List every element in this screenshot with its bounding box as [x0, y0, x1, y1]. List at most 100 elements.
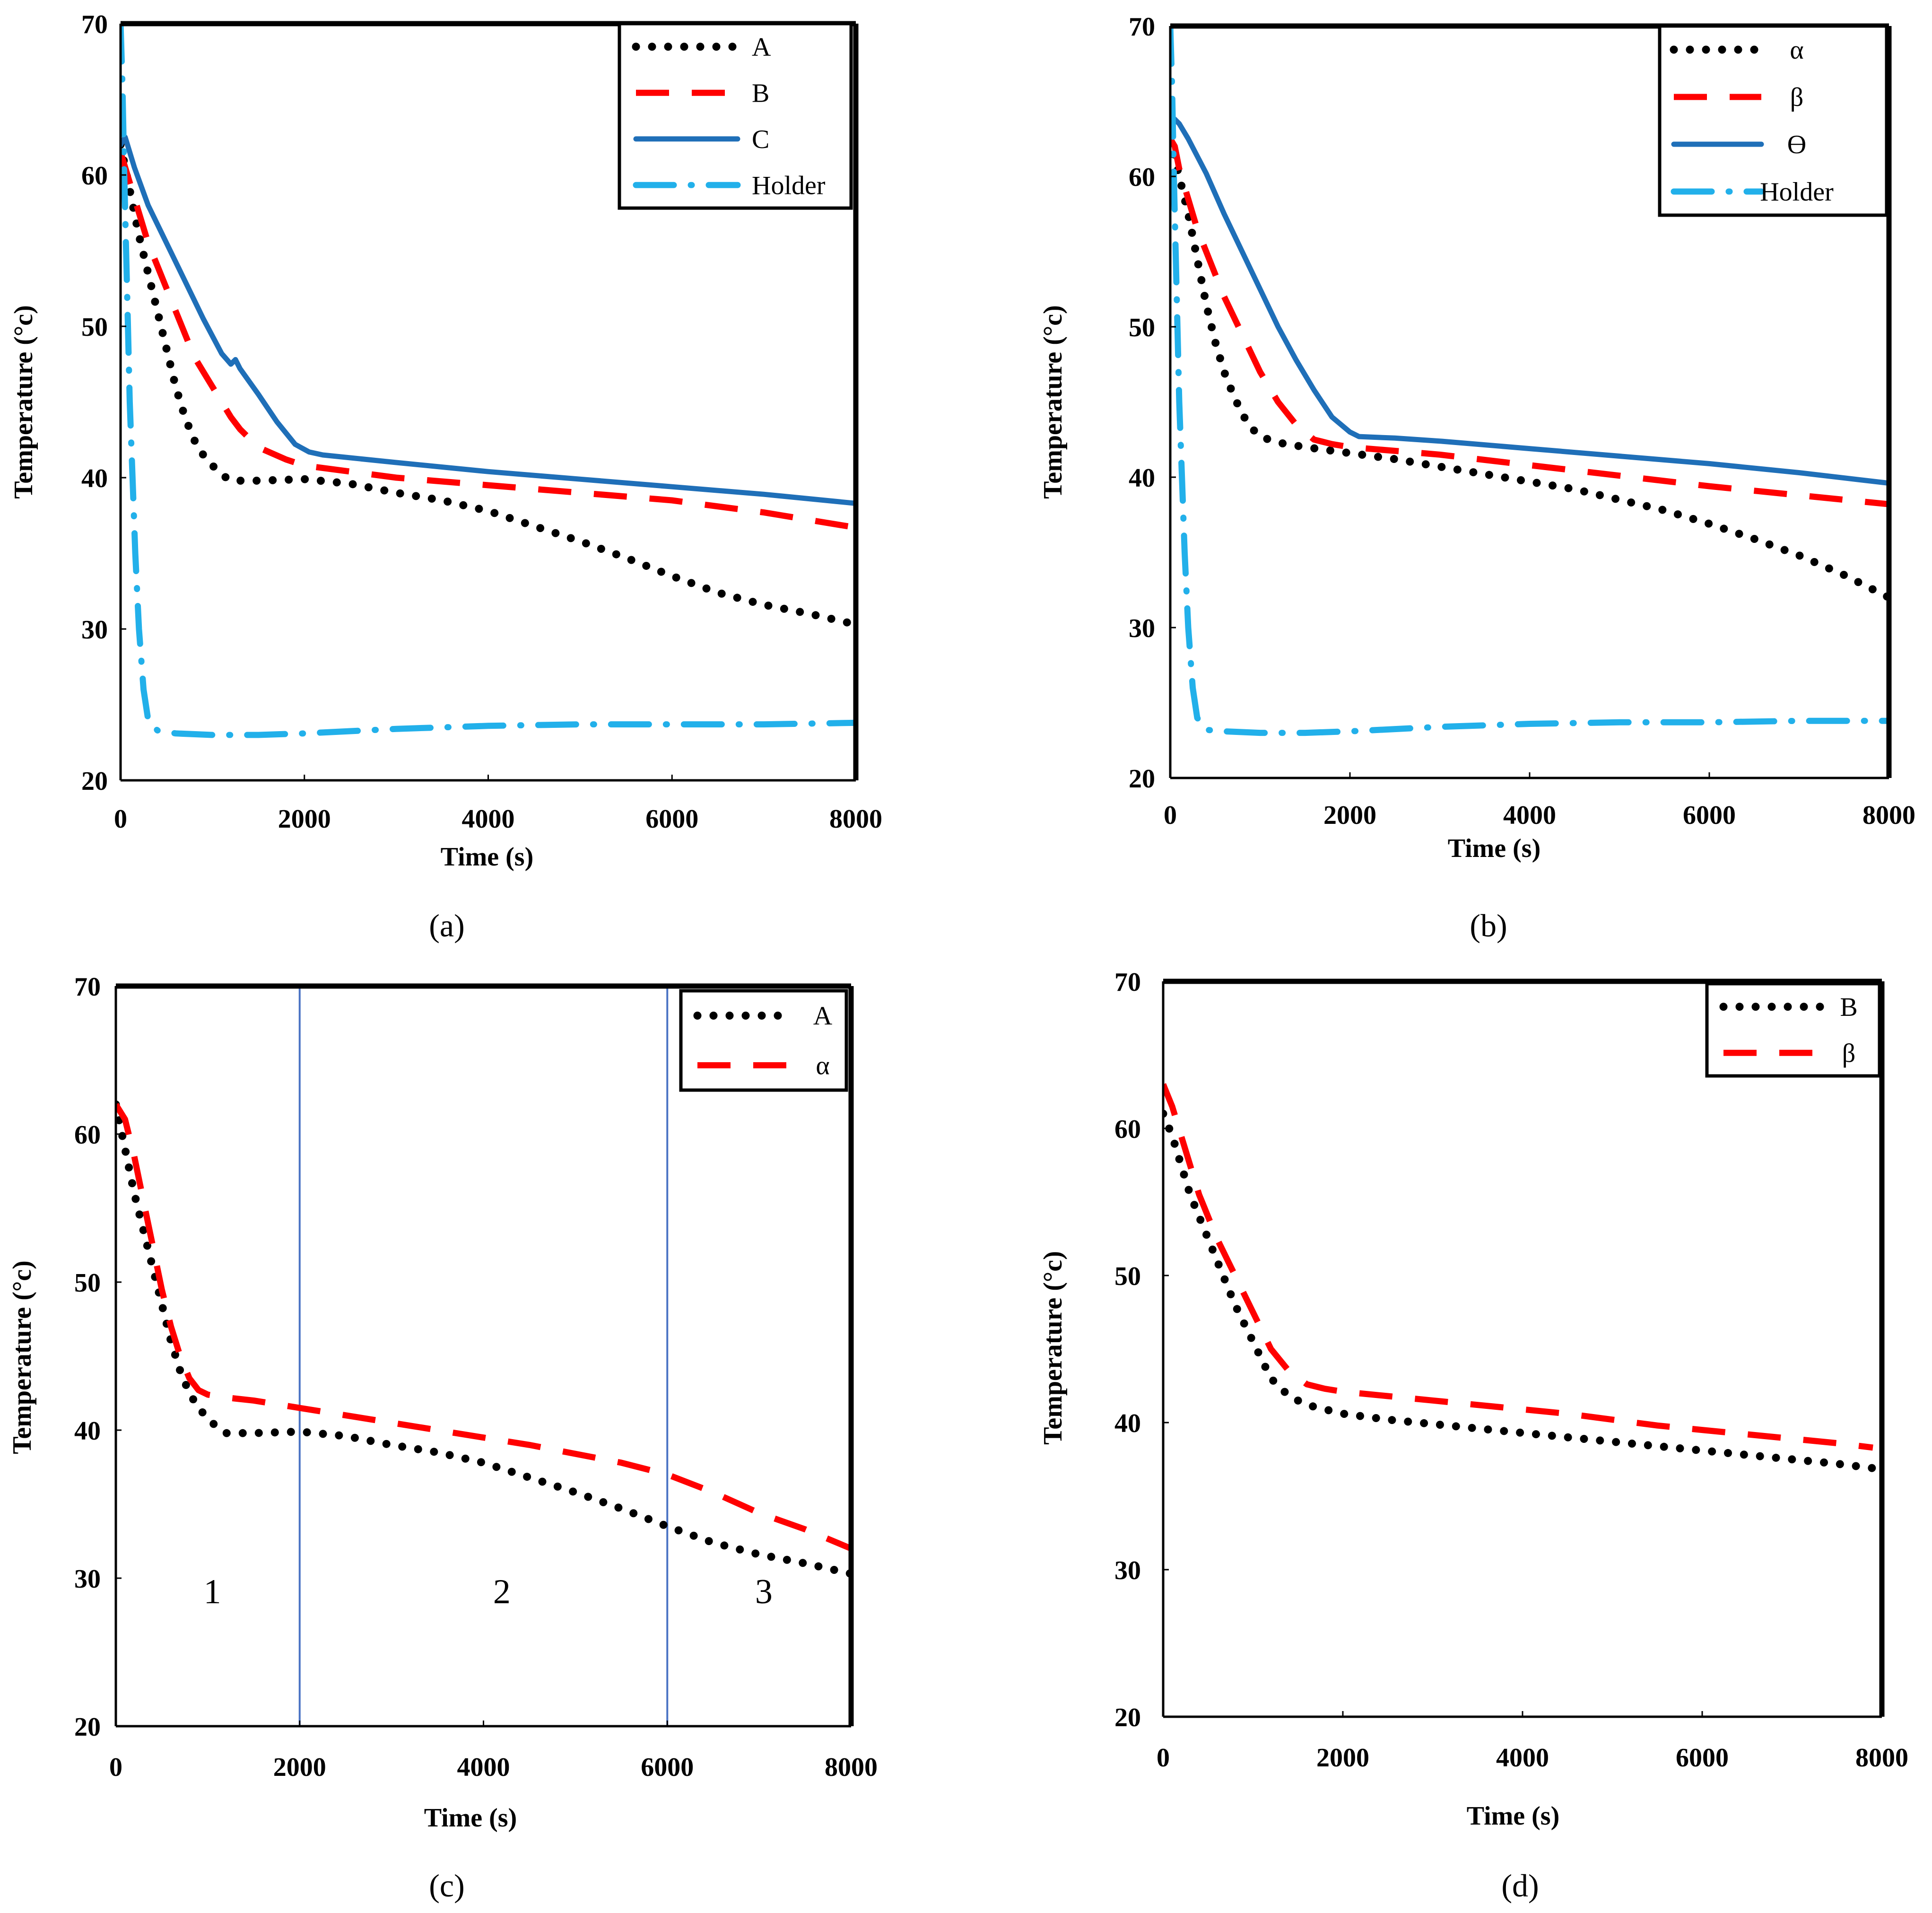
x-tick-label: 4000	[1496, 1743, 1549, 1773]
panel-label: (d)	[1501, 1868, 1539, 1904]
y-tick-label: 20	[74, 1712, 101, 1742]
legend-label: C	[752, 125, 769, 154]
y-tick-label: 30	[1129, 614, 1155, 643]
legend: Bβ	[1705, 982, 1881, 1078]
plot-area	[1163, 981, 1882, 1717]
x-tick-label: 2000	[278, 804, 331, 834]
y-tick-label: 30	[81, 615, 108, 645]
legend-item: α	[697, 1051, 830, 1081]
legend: ABC Holder	[618, 22, 853, 210]
y-axis-title: Temperature (°c)	[1038, 1251, 1068, 1445]
y-tick-label: 40	[81, 464, 108, 493]
series-line-B	[121, 151, 856, 531]
zone-label: 1	[204, 1572, 221, 1611]
x-tick-label: 0	[1164, 801, 1177, 830]
legend-label: A	[752, 33, 771, 62]
y-tick-label: 20	[1114, 1703, 1141, 1732]
x-tick-label: 6000	[641, 1753, 694, 1782]
x-tick-label: 6000	[645, 804, 698, 834]
legend-label: Holder	[1760, 177, 1834, 207]
legend-item: Holder	[1671, 177, 1834, 207]
series-line-A	[116, 1100, 851, 1578]
x-tick-label: 2000	[273, 1753, 326, 1782]
chart-b: 20 30 40 50 60 70 0 2000 4000 6000 8000 Time (s) Tem…	[1038, 12, 1915, 943]
legend-item: B	[636, 79, 769, 108]
legend-label: Holder	[752, 171, 826, 200]
y-tick-label: 50	[74, 1268, 101, 1298]
y-tick-label: 30	[1114, 1556, 1141, 1585]
legend-item: B	[1719, 993, 1858, 1022]
x-tick-label: 4000	[462, 804, 515, 834]
legend-label: B	[1840, 993, 1857, 1022]
x-tick-label: 2000	[1316, 1743, 1369, 1773]
x-tick-label: 6000	[1683, 801, 1736, 830]
x-tick-label: 8000	[1855, 1743, 1908, 1773]
y-tick-label: 60	[1114, 1115, 1141, 1144]
legend-item: β	[1674, 83, 1803, 112]
y-tick-label: 60	[81, 161, 108, 191]
x-tick-label: 0	[114, 804, 127, 834]
legend-label: A	[813, 1002, 833, 1031]
x-axis-title: Time (s)	[441, 842, 534, 872]
legend-item: ϴ	[1671, 130, 1806, 159]
y-tick-label: 40	[1114, 1409, 1141, 1438]
panel-label: (b)	[1470, 908, 1507, 943]
series-line-α	[1170, 135, 1889, 602]
series-line-A	[121, 140, 856, 629]
series-group	[116, 1100, 851, 1578]
y-tick-label: 40	[1129, 463, 1155, 493]
y-tick-label: 70	[74, 972, 101, 1002]
y-tick-label: 50	[1114, 1262, 1141, 1291]
x-tick-label: 0	[109, 1753, 122, 1782]
chart-d: 20 30 40 50 60 70 0 2000 4000 6000 8000 Time (s) Tem…	[1038, 968, 1908, 1904]
legend-box	[1705, 982, 1881, 1078]
panel-label: (c)	[429, 1868, 464, 1904]
legend-item: A	[693, 1002, 833, 1031]
x-tick-label: 8000	[829, 804, 882, 834]
panel-label: (a)	[429, 908, 464, 943]
zone-label: 3	[755, 1572, 773, 1611]
legend-item: β	[1723, 1039, 1855, 1068]
series-line-C	[121, 134, 856, 506]
legend-box	[618, 22, 853, 210]
series-line-β	[1170, 137, 1889, 507]
y-tick-label: 20	[1129, 764, 1155, 794]
x-tick-label: 8000	[1862, 801, 1915, 830]
legend-box	[1658, 24, 1888, 217]
legend-label: β	[1842, 1039, 1856, 1068]
legend-label: α	[816, 1051, 829, 1081]
y-tick-label: 60	[74, 1120, 101, 1150]
x-axis-title: Time (s)	[1467, 1801, 1560, 1831]
legend-label: ϴ	[1787, 130, 1806, 159]
series-line-β	[1163, 1083, 1873, 1451]
x-tick-label: 4000	[457, 1753, 510, 1782]
y-tick-label: 20	[81, 767, 108, 796]
y-tick-label: 60	[1129, 163, 1155, 192]
chart-c: 20 30 40 50 60 70 0 2000 4000 6000 8000 Time (s) Tem…	[8, 972, 878, 1904]
zone-label: 2	[493, 1572, 511, 1611]
legend-item: A	[632, 33, 771, 62]
x-tick-label: 6000	[1676, 1743, 1729, 1773]
x-axis-title: Time (s)	[424, 1803, 517, 1833]
y-tick-label: 70	[1114, 968, 1141, 997]
legend: αβϴ Holder	[1658, 24, 1888, 217]
y-tick-label: 70	[81, 10, 108, 39]
legend-label: β	[1790, 83, 1804, 112]
x-tick-label: 4000	[1503, 801, 1556, 830]
series-group	[121, 24, 856, 738]
y-axis-title: Temperature (°c)	[9, 305, 38, 499]
series-group	[1170, 26, 1889, 736]
y-tick-label: 70	[1129, 12, 1155, 42]
y-axis-title: Temperature (°c)	[8, 1260, 37, 1454]
y-axis-title: Temperature (°c)	[1038, 305, 1068, 499]
legend-item: Holder	[633, 171, 826, 200]
x-tick-label: 2000	[1323, 801, 1376, 830]
series-line-ϴ	[1170, 116, 1889, 486]
series-line-Holder	[1170, 26, 1889, 736]
legend-item: α	[1670, 35, 1804, 65]
series-group	[1163, 1083, 1877, 1472]
legend-label: B	[752, 79, 769, 108]
plot-area	[116, 986, 851, 1726]
y-tick-label: 50	[81, 313, 108, 342]
